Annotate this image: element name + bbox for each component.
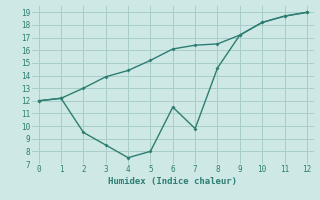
X-axis label: Humidex (Indice chaleur): Humidex (Indice chaleur)	[108, 177, 237, 186]
